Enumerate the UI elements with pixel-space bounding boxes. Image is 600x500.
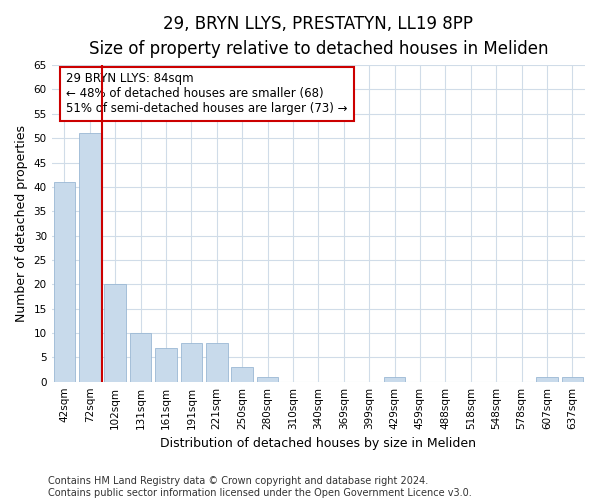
- Bar: [181, 342, 202, 382]
- Bar: [155, 348, 177, 382]
- Bar: [79, 134, 101, 382]
- Text: Contains HM Land Registry data © Crown copyright and database right 2024.
Contai: Contains HM Land Registry data © Crown c…: [48, 476, 472, 498]
- Bar: [53, 182, 75, 382]
- Bar: [384, 377, 406, 382]
- Text: 29 BRYN LLYS: 84sqm
← 48% of detached houses are smaller (68)
51% of semi-detach: 29 BRYN LLYS: 84sqm ← 48% of detached ho…: [67, 72, 348, 116]
- X-axis label: Distribution of detached houses by size in Meliden: Distribution of detached houses by size …: [160, 437, 476, 450]
- Bar: [257, 377, 278, 382]
- Title: 29, BRYN LLYS, PRESTATYN, LL19 8PP
Size of property relative to detached houses : 29, BRYN LLYS, PRESTATYN, LL19 8PP Size …: [89, 15, 548, 58]
- Bar: [232, 367, 253, 382]
- Bar: [536, 377, 557, 382]
- Y-axis label: Number of detached properties: Number of detached properties: [15, 125, 28, 322]
- Bar: [562, 377, 583, 382]
- Bar: [130, 333, 151, 382]
- Bar: [206, 342, 227, 382]
- Bar: [104, 284, 126, 382]
